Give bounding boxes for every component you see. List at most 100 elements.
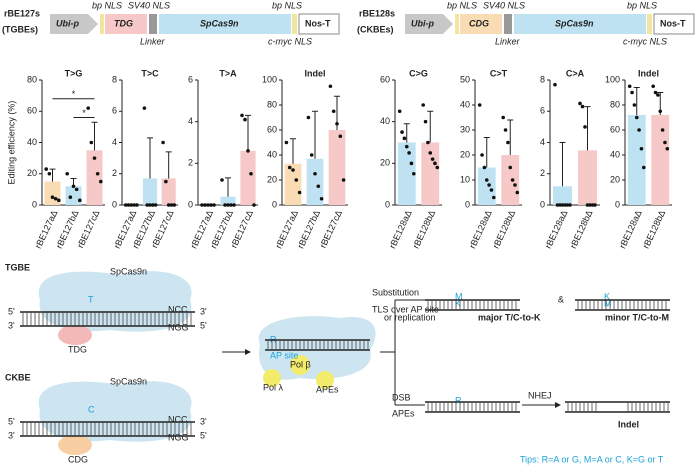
data-point (590, 203, 595, 207)
y-tick-label: 60 (267, 124, 277, 134)
x-tick-label: rBE128aΔ (617, 209, 643, 250)
nls-label: bp NLS (272, 0, 302, 10)
data-point (232, 203, 236, 207)
x-tick-label: rBE128bΔ (411, 209, 437, 250)
y-tick-label: 2 (540, 168, 545, 178)
data-point (153, 203, 158, 207)
data-point (135, 203, 139, 207)
data-point (515, 190, 520, 195)
data-point (563, 203, 567, 207)
label: NCC (168, 414, 188, 424)
branch (380, 299, 425, 406)
y-tick-label: 0 (465, 199, 470, 209)
data-point (637, 128, 641, 132)
label: 5' (200, 320, 207, 330)
label: SpCas9n (110, 266, 147, 276)
label: DSB (392, 392, 411, 402)
data-point (404, 144, 409, 149)
data-point (580, 104, 585, 109)
data-point (297, 190, 302, 195)
data-point (50, 195, 55, 199)
dna-strand (575, 299, 670, 311)
enzyme (460, 14, 502, 34)
error-bar (584, 106, 591, 151)
data-point (212, 203, 216, 207)
y-tick-label: 100 (262, 74, 277, 84)
y-tick-label: 10 (460, 174, 470, 184)
bar (161, 178, 176, 205)
x-tick-label: rBE128aΔ (387, 209, 413, 250)
error-bar (427, 110, 434, 143)
y-tick-label: 20 (380, 158, 390, 168)
data-point (172, 203, 177, 207)
data-point (240, 113, 244, 118)
bar (220, 196, 236, 205)
y-axis-label: Editing efficiency (%) (6, 101, 16, 185)
data-point (642, 165, 646, 170)
data-point (95, 171, 100, 176)
cas-blob (38, 381, 192, 442)
y-tick-label: 2 (188, 158, 193, 168)
bar (306, 158, 324, 205)
base: C (88, 404, 95, 414)
data-point (397, 109, 402, 114)
data-point (209, 203, 213, 207)
data-point (651, 84, 655, 89)
label: TDG (68, 344, 87, 354)
data-point (341, 178, 346, 182)
y-tick-label: 6 (540, 106, 545, 116)
base: M (455, 291, 463, 301)
data-point (148, 203, 152, 207)
data-point (487, 183, 491, 187)
cas-blob (38, 271, 192, 332)
x-tick-label: rBE127cΔ (318, 209, 344, 250)
data-point (630, 90, 634, 95)
data-point (309, 153, 314, 157)
data-point (634, 115, 639, 120)
nls (455, 14, 459, 34)
y-tick-label: 8 (540, 74, 545, 84)
data-point (665, 146, 670, 151)
y-tick-label: 40 (27, 137, 37, 147)
chart-title: C>A (566, 68, 585, 78)
chart-title: T>C (141, 68, 159, 78)
linker-label: Linker (140, 36, 166, 46)
data-point (558, 203, 562, 207)
sig-label: * (72, 89, 76, 99)
x-tick-label: rBE128bΔ (641, 209, 667, 250)
cdg (58, 435, 92, 455)
y-tick-label: 40 (267, 149, 277, 159)
bar (553, 186, 572, 205)
data-point (229, 203, 233, 207)
data-point (291, 168, 295, 172)
label: TGBE (5, 262, 30, 272)
constructs: rBE127s(TGBEs)Ubi-p TDG SpCas9n Nos-Tbp NLS… (2, 0, 695, 46)
data-point (284, 140, 289, 145)
label: 5' (200, 430, 207, 440)
data-point (433, 161, 437, 166)
data-point (319, 196, 324, 201)
data-point (92, 156, 97, 160)
base: K (455, 298, 461, 308)
data-point (89, 140, 94, 145)
y-tick-label: 0 (188, 199, 193, 209)
data-point (506, 140, 510, 145)
data-point (243, 117, 247, 122)
y-tick-label: 60 (27, 106, 37, 116)
y-tick-label: 4 (112, 137, 117, 147)
data-point (328, 84, 333, 89)
data-point (492, 195, 496, 200)
label: 5' (8, 416, 15, 426)
error-bar (507, 119, 514, 155)
bar (328, 130, 346, 205)
data-point (430, 157, 435, 161)
y-tick-label: 6 (112, 106, 117, 116)
y-tick-label: 100 (605, 74, 620, 84)
cas (159, 14, 291, 34)
data-point (627, 84, 632, 89)
data-point (513, 183, 517, 187)
y-tick-label: 80 (267, 99, 277, 109)
pol-b (290, 355, 310, 375)
data-point (555, 203, 560, 207)
label: CDG (68, 454, 88, 464)
